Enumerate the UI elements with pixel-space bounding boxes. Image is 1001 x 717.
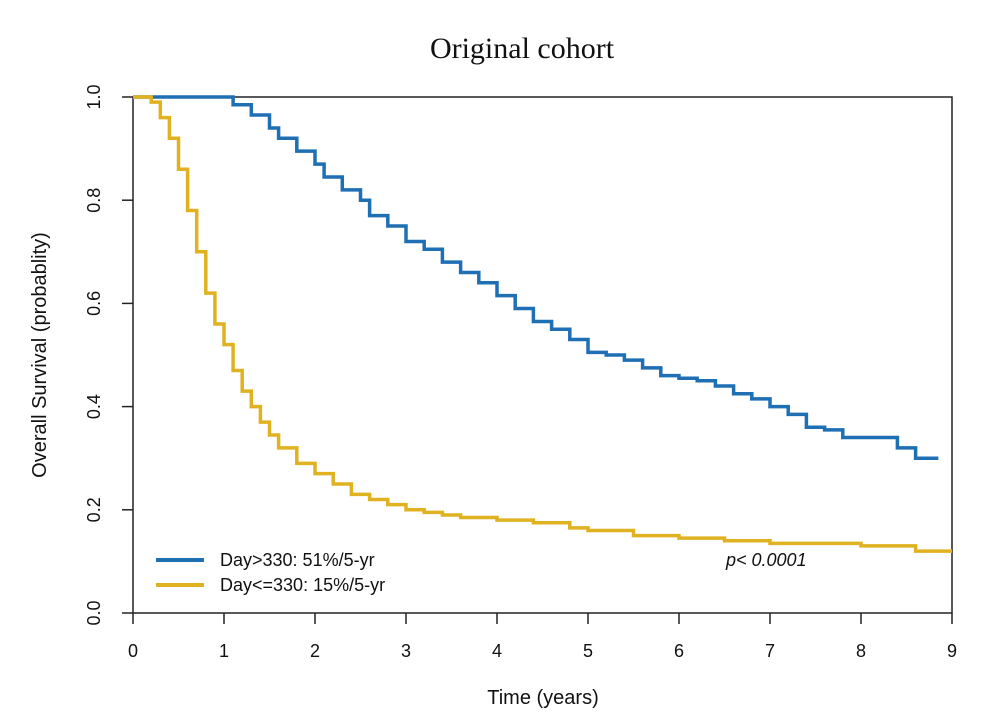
y-axis-label: Overall Survival (probablity) [29, 232, 51, 478]
x-tick-label: 2 [310, 641, 320, 661]
y-tick-label: 0.2 [84, 497, 104, 522]
x-tick-label: 9 [947, 641, 957, 661]
x-tick-label: 5 [583, 641, 593, 661]
y-tick-label: 0.8 [84, 188, 104, 213]
x-tick-label: 6 [674, 641, 684, 661]
x-axis: 0 1 2 3 4 5 6 7 8 9 [128, 613, 957, 661]
x-tick-label: 4 [492, 641, 502, 661]
x-axis-label: Time (years) [487, 687, 598, 709]
y-axis: 0.0 0.2 0.4 0.6 0.8 1.0 [84, 84, 133, 626]
x-tick-label: 1 [219, 641, 229, 661]
series-layer [133, 95, 952, 553]
x-tick-label: 7 [765, 641, 775, 661]
p-value-annotation: p< 0.0001 [725, 550, 807, 570]
legend: Day>330: 51%/5-yr Day<=330: 15%/5-yr [156, 550, 385, 595]
x-tick-label: 8 [856, 641, 866, 661]
y-tick-label: 0.0 [84, 600, 104, 625]
x-tick-label: 3 [401, 641, 411, 661]
legend-label: Day<=330: 15%/5-yr [220, 575, 385, 595]
survival-curve-2 [133, 95, 952, 553]
plot-frame [132, 96, 953, 614]
legend-label: Day>330: 51%/5-yr [220, 550, 375, 570]
chart-title: Original cohort [430, 32, 615, 65]
y-tick-label: 0.6 [84, 291, 104, 316]
survival-curve-1 [133, 95, 939, 460]
y-tick-label: 1.0 [84, 84, 104, 109]
x-tick-label: 0 [128, 641, 138, 661]
y-tick-label: 0.4 [84, 394, 104, 419]
